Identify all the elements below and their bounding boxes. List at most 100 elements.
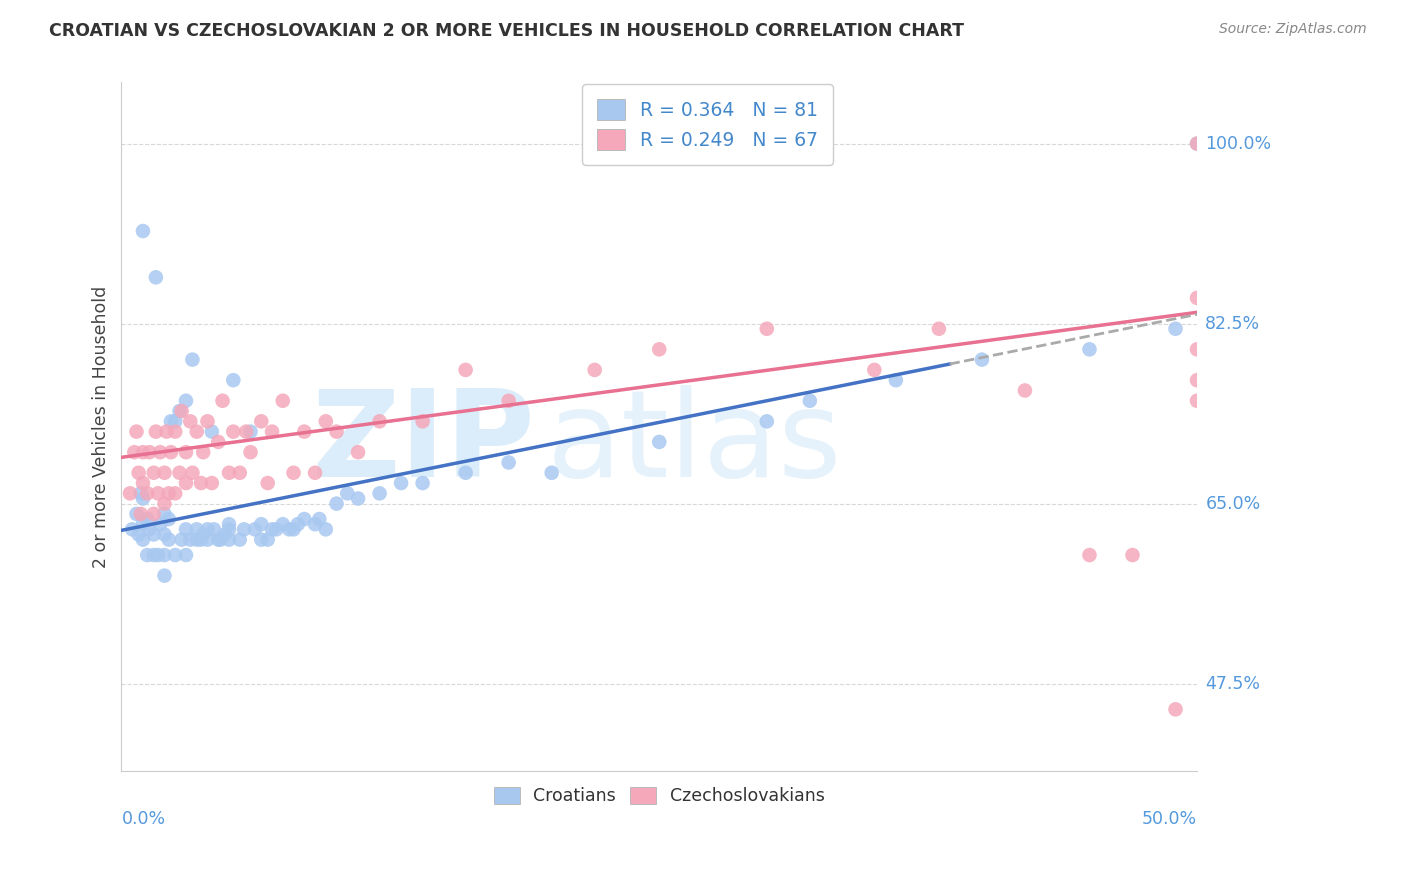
Point <box>1121 548 1143 562</box>
Point <box>169 466 191 480</box>
Point <box>250 517 273 532</box>
Point <box>132 476 155 491</box>
Point <box>325 497 347 511</box>
Point <box>412 414 434 428</box>
Point <box>1185 291 1208 305</box>
Point <box>214 527 236 541</box>
Point <box>755 322 778 336</box>
Point <box>190 476 212 491</box>
Point <box>186 425 208 439</box>
Point <box>153 548 176 562</box>
Point <box>169 404 191 418</box>
Point <box>1078 343 1101 357</box>
Point <box>153 568 176 582</box>
Point <box>146 548 169 562</box>
Point <box>165 425 187 439</box>
Point <box>136 548 159 562</box>
Point <box>128 466 150 480</box>
Point <box>648 434 671 449</box>
Point <box>118 486 141 500</box>
Point <box>970 352 993 367</box>
Point <box>129 507 152 521</box>
Point <box>197 522 219 536</box>
Point <box>266 522 288 536</box>
Point <box>1185 136 1208 151</box>
Point <box>222 425 245 439</box>
Point <box>454 363 477 377</box>
Point <box>256 476 278 491</box>
Point <box>157 512 180 526</box>
Point <box>179 414 201 428</box>
Point <box>283 522 305 536</box>
Point <box>928 322 950 336</box>
Point <box>325 425 347 439</box>
Point <box>174 445 197 459</box>
Point <box>218 466 240 480</box>
Point <box>165 486 187 500</box>
Point <box>165 548 187 562</box>
Point <box>799 393 821 408</box>
Point <box>1185 373 1208 387</box>
Point <box>498 455 520 469</box>
Point <box>207 533 229 547</box>
Point <box>454 466 477 480</box>
Point <box>235 425 257 439</box>
Point <box>755 414 778 428</box>
Point <box>132 517 155 532</box>
Point <box>250 414 273 428</box>
Point <box>256 533 278 547</box>
Point <box>283 466 305 480</box>
Point <box>193 527 215 541</box>
Point <box>145 425 167 439</box>
Point <box>287 517 309 532</box>
Point <box>304 517 326 532</box>
Point <box>142 548 165 562</box>
Point <box>174 476 197 491</box>
Point <box>218 517 240 532</box>
Point <box>157 486 180 500</box>
Point <box>129 486 152 500</box>
Point <box>239 445 262 459</box>
Text: 100.0%: 100.0% <box>1205 135 1271 153</box>
Point <box>174 548 197 562</box>
Point <box>153 466 176 480</box>
Point <box>201 425 224 439</box>
Point <box>174 522 197 536</box>
Point <box>186 533 208 547</box>
Point <box>136 486 159 500</box>
Point <box>202 522 225 536</box>
Point <box>201 476 224 491</box>
Text: 47.5%: 47.5% <box>1205 674 1260 692</box>
Point <box>347 445 370 459</box>
Point <box>347 491 370 506</box>
Point <box>243 522 266 536</box>
Point <box>179 533 201 547</box>
Point <box>1078 548 1101 562</box>
Point <box>170 404 193 418</box>
Point <box>308 512 330 526</box>
Point <box>132 445 155 459</box>
Point <box>368 486 391 500</box>
Point <box>368 414 391 428</box>
Point <box>142 527 165 541</box>
Point <box>1185 343 1208 357</box>
Point <box>1185 393 1208 408</box>
Y-axis label: 2 or more Vehicles in Household: 2 or more Vehicles in Household <box>93 285 110 567</box>
Point <box>292 425 315 439</box>
Point <box>156 425 179 439</box>
Point <box>239 425 262 439</box>
Point <box>304 466 326 480</box>
Text: 65.0%: 65.0% <box>1205 495 1261 513</box>
Point <box>412 476 434 491</box>
Point <box>136 512 159 526</box>
Point <box>1164 322 1187 336</box>
Point <box>1014 384 1036 398</box>
Point <box>389 476 412 491</box>
Point <box>209 533 232 547</box>
Point <box>146 486 169 500</box>
Point <box>170 533 193 547</box>
Point <box>124 445 146 459</box>
Point <box>1185 136 1208 151</box>
Point <box>233 522 256 536</box>
Point <box>153 497 176 511</box>
